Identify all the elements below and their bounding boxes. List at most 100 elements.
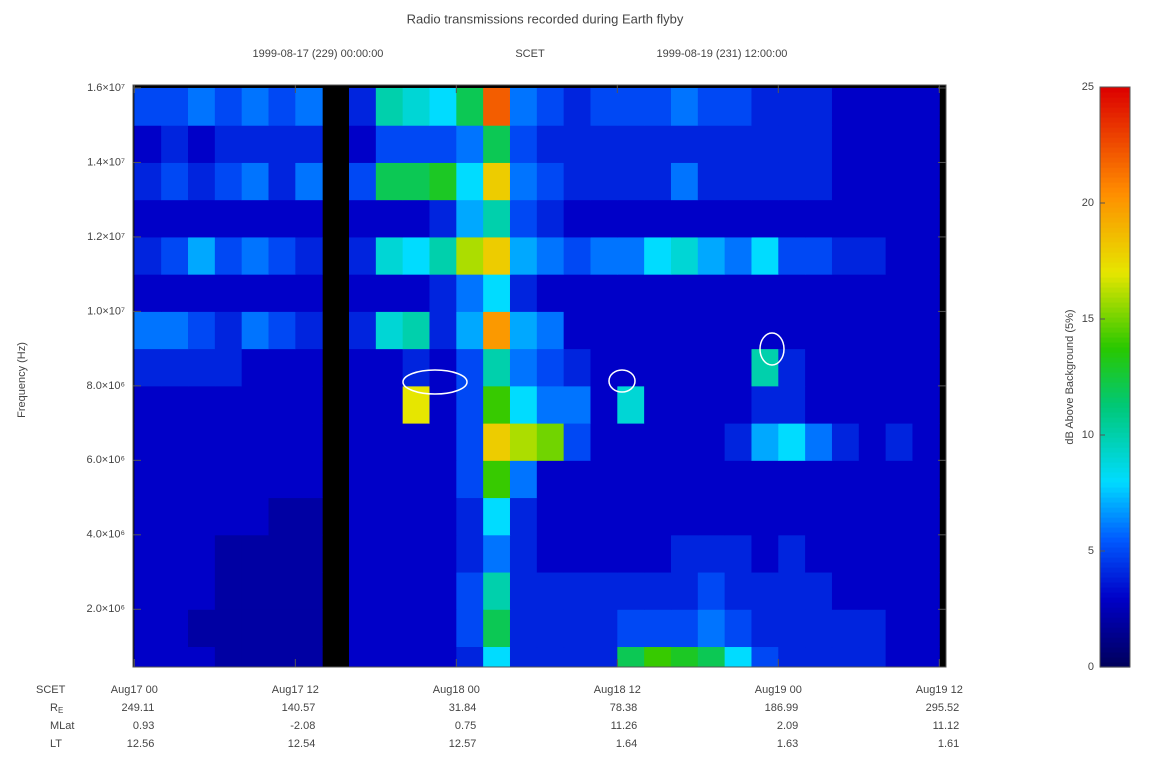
heat-cell (403, 162, 430, 200)
heat-cell (376, 460, 403, 498)
heat-cell (564, 498, 591, 536)
heat-cell (805, 535, 832, 573)
heat-cell (725, 647, 752, 685)
heat-cell (912, 200, 939, 238)
heat-cell (242, 237, 269, 275)
colorbar-swatch (1100, 447, 1130, 453)
heat-cell (912, 349, 939, 387)
row-value: 78.38 (610, 702, 638, 714)
heat-cell (805, 498, 832, 536)
colorbar-swatch (1100, 217, 1130, 223)
heat-cell (590, 88, 617, 126)
heat-cell (215, 162, 242, 200)
heat-cell (886, 498, 913, 536)
colorbar-swatch (1100, 137, 1130, 143)
heat-cell (805, 162, 832, 200)
heat-cell (134, 423, 161, 461)
colorbar-swatch (1100, 387, 1130, 393)
heat-cell (429, 125, 456, 163)
heat-cell (671, 311, 698, 349)
heat-cell (403, 460, 430, 498)
heat-cell (644, 535, 671, 573)
heat-cell (134, 498, 161, 536)
heat-cell (912, 423, 939, 461)
row-value: 2.09 (777, 720, 798, 732)
heat-cell (725, 386, 752, 424)
heat-cell (483, 200, 510, 238)
colorbar-swatch (1100, 227, 1130, 233)
heat-cell (617, 460, 644, 498)
heat-cell (161, 572, 188, 610)
colorbar-swatch (1100, 192, 1130, 198)
heat-cell (134, 162, 161, 200)
heat-cell (644, 460, 671, 498)
heat-cell (269, 274, 296, 312)
heat-cell (778, 125, 805, 163)
heat-cell (671, 386, 698, 424)
colorbar-swatch (1100, 632, 1130, 638)
heat-cell (617, 200, 644, 238)
heat-cell (886, 274, 913, 312)
row-value: 1.63 (777, 738, 798, 750)
colorbar-swatch (1100, 92, 1130, 98)
spectrogram (134, 88, 939, 684)
heat-cell (564, 311, 591, 349)
heat-cell (778, 572, 805, 610)
colorbar-swatch (1100, 237, 1130, 243)
colorbar-swatch (1100, 232, 1130, 238)
heat-cell (483, 647, 510, 685)
x-tick-label: Aug18 00 (433, 684, 480, 696)
heat-cell (617, 237, 644, 275)
heat-cell (537, 423, 564, 461)
heat-cell (376, 162, 403, 200)
heat-cell (886, 311, 913, 349)
heat-cell (483, 460, 510, 498)
heat-cell (590, 460, 617, 498)
heat-cell (510, 88, 537, 126)
heat-cell (188, 311, 215, 349)
heat-cell (134, 125, 161, 163)
row-value: 12.56 (127, 738, 155, 750)
heat-cell (269, 349, 296, 387)
heat-cell (134, 88, 161, 126)
colorbar-swatch (1100, 482, 1130, 488)
heat-cell (859, 498, 886, 536)
y-tick-label: 4.0×10⁶ (87, 529, 125, 541)
heat-cell (859, 237, 886, 275)
colorbar-swatch (1100, 567, 1130, 573)
heat-cell (188, 572, 215, 610)
heat-cell (376, 274, 403, 312)
colorbar-swatch (1100, 102, 1130, 108)
heat-cell (778, 200, 805, 238)
heat-cell (188, 88, 215, 126)
colorbar-tick-label: 20 (1082, 197, 1094, 209)
heat-cell (912, 460, 939, 498)
top-label: 1999-08-17 (229) 00:00:00 (253, 48, 384, 60)
heat-cell (134, 349, 161, 387)
heat-cell (269, 647, 296, 685)
colorbar-swatch (1100, 487, 1130, 493)
heat-cell (215, 609, 242, 647)
heat-cell (429, 535, 456, 573)
heat-cell (671, 572, 698, 610)
heat-cell (403, 498, 430, 536)
heat-cell (537, 311, 564, 349)
colorbar-swatch (1100, 257, 1130, 263)
heat-cell (134, 311, 161, 349)
heat-cell (912, 237, 939, 275)
colorbar-swatch (1100, 597, 1130, 603)
heat-cell (429, 349, 456, 387)
heat-cell (805, 423, 832, 461)
heat-cell (751, 162, 778, 200)
heat-cell (832, 200, 859, 238)
heat-cell (537, 125, 564, 163)
colorbar (1100, 87, 1130, 668)
heat-cell (590, 498, 617, 536)
heat-cell (644, 423, 671, 461)
heat-cell (134, 609, 161, 647)
heat-cell (537, 349, 564, 387)
row-value: 1.64 (616, 738, 637, 750)
heat-cell (510, 498, 537, 536)
heat-cell (242, 200, 269, 238)
colorbar-swatch (1100, 307, 1130, 313)
